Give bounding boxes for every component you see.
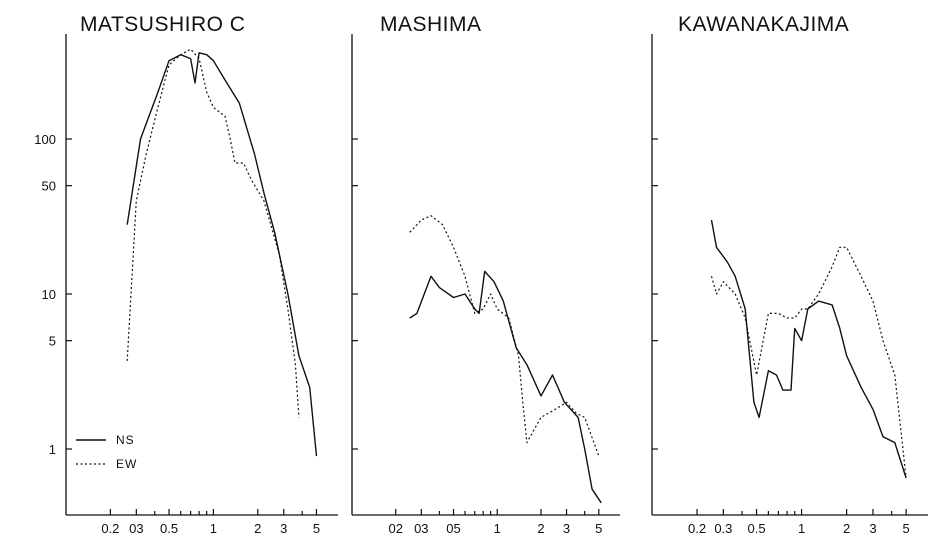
panel-title: MASHIMA <box>380 13 482 36</box>
x-tick-label: 03 <box>129 521 143 536</box>
series-ns-line <box>409 270 602 504</box>
y-tick-label: 5 <box>49 334 56 349</box>
x-tick-label: 2 <box>537 521 544 536</box>
x-tick-label: 1 <box>210 521 217 536</box>
x-tick-label: 5 <box>595 521 602 536</box>
x-tick-label: 3 <box>563 521 570 536</box>
y-tick-label: 10 <box>42 287 56 302</box>
x-tick-label: 5 <box>313 521 320 536</box>
y-tick-label: 1 <box>49 442 56 457</box>
y-tick-label: 100 <box>34 132 56 147</box>
x-tick-label: 2 <box>843 521 850 536</box>
x-tick-label: 03 <box>414 521 428 536</box>
x-tick-label: 3 <box>280 521 287 536</box>
series-ew-line <box>710 246 907 479</box>
x-tick-label: 02 <box>388 521 402 536</box>
legend-label-ew: EW <box>116 457 137 471</box>
panel-title: KAWANAKAJIMA <box>678 13 849 36</box>
series-ns-line <box>710 219 907 479</box>
x-tick-label: 5 <box>903 521 910 536</box>
x-tick-label: 1 <box>798 521 805 536</box>
x-tick-label: 0.3 <box>714 521 732 536</box>
x-tick-label: 0.2 <box>101 521 119 536</box>
panel-kawanakajima: KAWANAKAJIMA 0.2 0.3 0.5 1 2 3 5 <box>651 13 928 536</box>
series-ew-line <box>409 215 600 457</box>
legend-label-ns: NS <box>116 433 135 447</box>
x-tick-label: 0.5 <box>748 521 766 536</box>
panel-title: MATSUSHIRO C <box>80 13 245 36</box>
y-tick-label: 50 <box>42 179 56 194</box>
x-tick-label: 05 <box>446 521 460 536</box>
x-tick-label: 0.5 <box>160 521 178 536</box>
series-ns-line <box>126 52 318 457</box>
panel-mashima: MASHIMA 02 03 05 1 2 3 5 <box>351 13 620 536</box>
x-tick-label: 2 <box>254 521 261 536</box>
panel-matsushiro-c: MATSUSHIRO C 1 5 10 50 100 0.2 03 0.5 1 2 3 5 NS EW <box>34 13 338 536</box>
x-tick-label: 0.2 <box>688 521 706 536</box>
x-tick-label: 1 <box>494 521 501 536</box>
x-tick-label: 3 <box>869 521 876 536</box>
